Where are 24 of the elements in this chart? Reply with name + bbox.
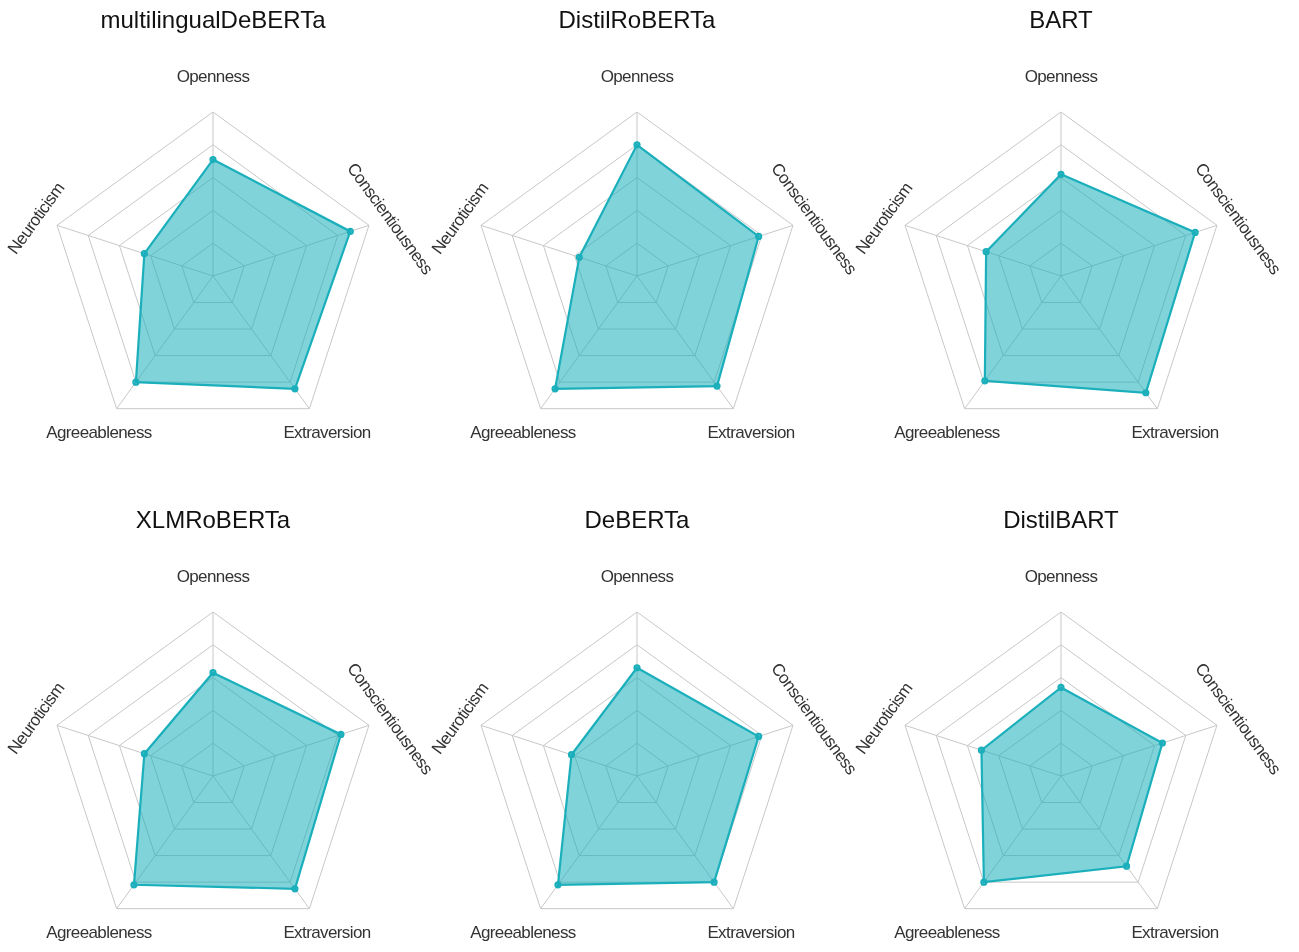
spoke-label: Openness (1024, 566, 1098, 586)
spoke-label: Openness (176, 566, 250, 586)
spoke-label: Extraversion (707, 423, 795, 443)
spoke-label: Agreeableness (470, 423, 576, 443)
chart-title: BART (1028, 6, 1094, 34)
chart-title: multilingualDeBERTa (99, 6, 327, 34)
spoke-label: Extraversion (1131, 423, 1219, 443)
spoke-label: Openness (176, 66, 250, 86)
spoke-label: Extraversion (707, 923, 795, 943)
spoke-label: Agreeableness (894, 923, 1000, 943)
spoke-label: Openness (1024, 66, 1098, 86)
spoke-label: Openness (600, 566, 674, 586)
spoke-label: Agreeableness (894, 423, 1000, 443)
chart-title: DeBERTa (583, 506, 691, 534)
spoke-label: Extraversion (1131, 923, 1219, 943)
chart-title: DistilBART (1002, 506, 1120, 534)
spoke-label: Agreeableness (46, 423, 152, 443)
chart-title: XLMRoBERTa (134, 506, 292, 534)
spoke-label: Extraversion (283, 423, 371, 443)
spoke-label: Agreeableness (46, 923, 152, 943)
spoke-label: Agreeableness (470, 923, 576, 943)
chart-title: DistilRoBERTa (557, 6, 717, 34)
spoke-label: Extraversion (283, 923, 371, 943)
spoke-label: Openness (600, 66, 674, 86)
